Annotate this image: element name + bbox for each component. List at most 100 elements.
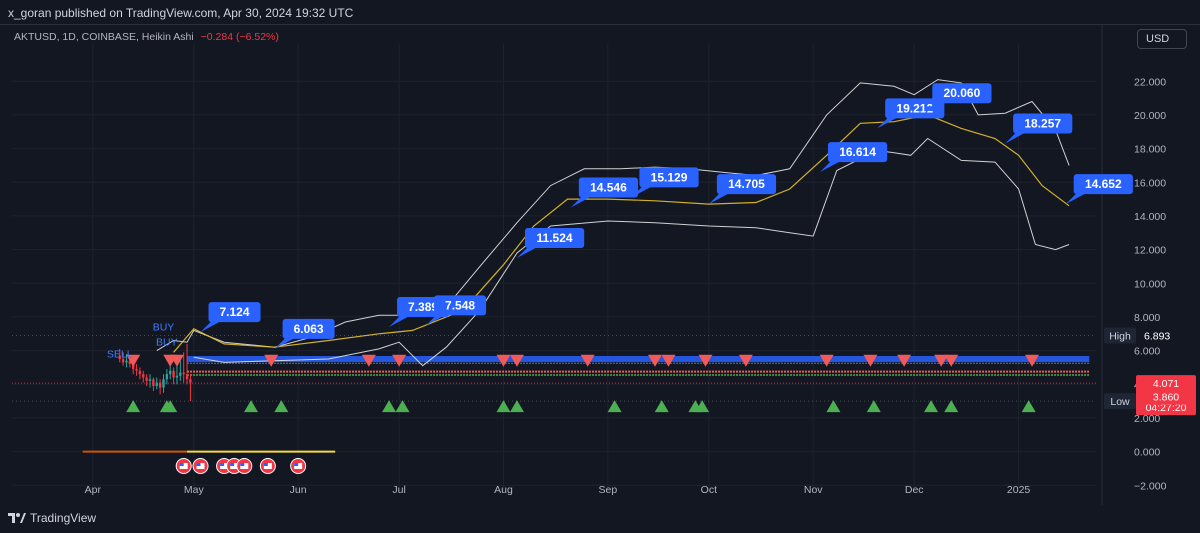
value-label-text: 14.652 bbox=[1085, 177, 1122, 191]
value-label-box bbox=[1013, 113, 1073, 134]
event-flag-icon bbox=[236, 458, 253, 474]
y-tick-label: 22.000 bbox=[1134, 76, 1166, 88]
event-flag-canton bbox=[196, 463, 201, 466]
x-tick-label: Nov bbox=[804, 484, 823, 496]
secondary-price-badge-bg bbox=[1136, 388, 1196, 405]
currency-button[interactable]: USD bbox=[1137, 29, 1187, 49]
value-label-box bbox=[639, 167, 699, 188]
sell-marker bbox=[264, 354, 279, 367]
sell-marker bbox=[738, 354, 753, 367]
candle-body bbox=[148, 379, 152, 381]
secondary-price-badge-text: 3.860 bbox=[1153, 392, 1179, 404]
value-label-text: 15.129 bbox=[651, 170, 688, 184]
sell-marker bbox=[698, 354, 713, 367]
signal-text: SELL bbox=[107, 348, 133, 360]
event-flag-canton bbox=[179, 463, 184, 466]
value-label-box bbox=[282, 318, 335, 339]
y-tick-label: 18.000 bbox=[1134, 144, 1166, 156]
buy-marker bbox=[163, 400, 178, 413]
buy-marker bbox=[607, 400, 622, 413]
symbol-info: AKTUSD, 1D, COINBASE, Heikin Ashi bbox=[14, 31, 194, 43]
tradingview-logo-icon bbox=[8, 513, 26, 523]
buy-marker bbox=[654, 400, 669, 413]
sell-marker bbox=[819, 354, 834, 367]
candle-body bbox=[162, 379, 165, 388]
x-tick-label: Aug bbox=[494, 484, 513, 496]
publisher-line: x_goran published on TradingView.com, Ap… bbox=[8, 6, 354, 20]
x-tick-label: Oct bbox=[701, 484, 717, 496]
y-tick-label: 12.000 bbox=[1134, 245, 1166, 257]
event-flag-canton bbox=[220, 463, 225, 466]
value-label-text: 18.257 bbox=[1024, 117, 1061, 131]
level-value-text: 6.893 bbox=[1144, 331, 1170, 343]
value-label-box bbox=[578, 177, 639, 198]
value-label-text: 7.548 bbox=[445, 298, 475, 312]
level-tag-text: Low bbox=[1110, 396, 1130, 408]
event-flag-canton bbox=[240, 463, 245, 466]
value-label-box bbox=[716, 174, 777, 195]
value-label-box bbox=[932, 83, 992, 104]
y-tick-label: 16.000 bbox=[1134, 177, 1166, 189]
x-tick-label: 2025 bbox=[1007, 484, 1031, 496]
candle-body bbox=[155, 382, 158, 386]
header-divider bbox=[0, 24, 1200, 25]
signal-strip-blue bbox=[187, 356, 1090, 363]
y-tick-label: 0.000 bbox=[1134, 447, 1160, 459]
buy-marker bbox=[274, 400, 289, 413]
candle-body bbox=[165, 374, 169, 380]
value-label-text: 11.524 bbox=[537, 231, 573, 245]
y-tick-label: 2.000 bbox=[1134, 413, 1160, 425]
candle-body bbox=[118, 355, 121, 360]
x-tick-label: Jul bbox=[392, 484, 405, 496]
buy-marker bbox=[496, 400, 511, 413]
value-label-box bbox=[434, 295, 487, 316]
tradingview-footer: TradingView bbox=[8, 511, 96, 525]
signal-text: BUY bbox=[156, 337, 178, 349]
current-price-badge-text: 4.071 bbox=[1153, 378, 1179, 390]
y-tick-label: −2.000 bbox=[1134, 480, 1167, 492]
buy-marker bbox=[944, 400, 959, 413]
sell-marker bbox=[944, 354, 959, 367]
sell-marker bbox=[863, 354, 878, 367]
sell-marker bbox=[392, 354, 407, 367]
buy-marker bbox=[866, 400, 881, 413]
value-label-box bbox=[524, 228, 585, 249]
candle-body bbox=[179, 372, 182, 376]
series-lower-band bbox=[193, 137, 1070, 367]
candle-body bbox=[142, 374, 145, 378]
value-label-box bbox=[1073, 174, 1133, 195]
candle-body bbox=[189, 379, 192, 383]
y-tick-label: 14.000 bbox=[1134, 211, 1166, 223]
candle-body bbox=[121, 359, 125, 363]
y-tick-label: 6.000 bbox=[1134, 346, 1160, 358]
sell-marker bbox=[496, 354, 511, 367]
candle-body bbox=[169, 370, 172, 375]
event-flag-icon bbox=[175, 458, 192, 474]
value-label-text: 14.546 bbox=[590, 181, 627, 195]
footer-brand: TradingView bbox=[30, 511, 97, 525]
value-label-text: 14.705 bbox=[728, 177, 765, 191]
level-tag-bg bbox=[1104, 327, 1136, 344]
value-label-text: 7.389 bbox=[408, 300, 438, 314]
candle-body bbox=[145, 377, 148, 381]
value-label-box bbox=[827, 142, 888, 163]
x-tick-label: Jun bbox=[290, 484, 307, 496]
sell-marker bbox=[897, 354, 912, 367]
event-flag-canton bbox=[263, 463, 268, 466]
value-label-text: 16.614 bbox=[839, 145, 876, 159]
buy-marker bbox=[244, 400, 259, 413]
buy-marker bbox=[826, 400, 841, 413]
event-flag-icon bbox=[290, 458, 307, 474]
x-tick-label: May bbox=[184, 484, 205, 496]
sell-marker bbox=[361, 354, 376, 367]
buy-marker bbox=[382, 400, 397, 413]
buy-marker bbox=[1021, 400, 1036, 413]
buy-marker bbox=[395, 400, 410, 413]
value-label-text: 6.063 bbox=[294, 322, 324, 336]
sell-marker bbox=[126, 354, 141, 367]
candle-body bbox=[175, 375, 179, 378]
symbol-legend: AKTUSD, 1D, COINBASE, Heikin Ashi −0.284… bbox=[14, 31, 279, 43]
buy-marker bbox=[509, 400, 524, 413]
candle-body bbox=[158, 382, 162, 388]
